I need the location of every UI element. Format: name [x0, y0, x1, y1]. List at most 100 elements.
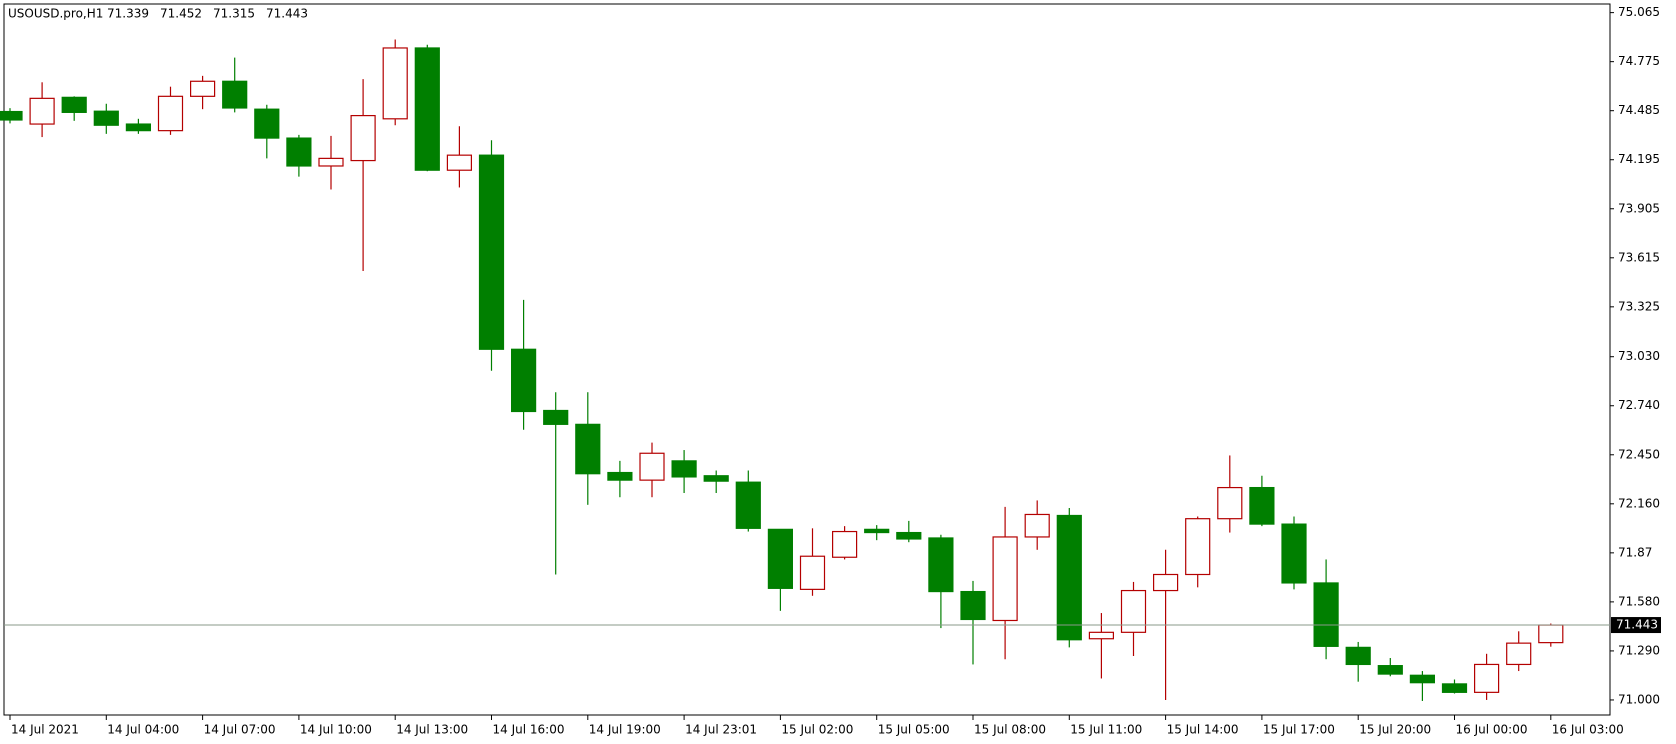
candle — [190, 75, 216, 110]
x-tick-label: 16 Jul 00:00 — [1456, 723, 1528, 737]
candle — [1345, 641, 1371, 682]
x-tick-label: 15 Jul 05:00 — [878, 723, 950, 737]
candle-body — [1024, 513, 1050, 538]
y-tick-label: 74.195 — [1618, 152, 1660, 166]
candle-body — [350, 114, 376, 162]
candle-body — [1120, 589, 1147, 633]
candle — [735, 470, 761, 532]
candle-body — [1185, 518, 1211, 576]
candle-body — [125, 123, 152, 132]
y-tick-label: 73.615 — [1618, 250, 1660, 264]
candle-body — [992, 536, 1018, 622]
candle-body — [639, 452, 665, 481]
candle-body — [157, 95, 184, 132]
candle — [864, 525, 890, 541]
candle-body — [478, 154, 505, 350]
candle-body — [446, 154, 472, 171]
candle — [992, 506, 1018, 660]
candle — [703, 470, 729, 493]
candle — [1024, 500, 1050, 550]
x-tick-label: 14 Jul 2021 — [11, 723, 79, 737]
x-tick-label: 14 Jul 23:01 — [685, 723, 757, 737]
candle — [1217, 455, 1243, 533]
candle — [382, 39, 408, 126]
candle — [29, 82, 55, 138]
y-tick-label: 75.065 — [1618, 5, 1660, 19]
candle — [928, 534, 954, 629]
candle — [478, 140, 505, 371]
candle-body — [0, 110, 23, 121]
candle — [1281, 516, 1307, 590]
candle-body — [1088, 631, 1115, 640]
candle — [1538, 623, 1564, 647]
header-high: 71.452 — [160, 7, 202, 21]
candle-body — [864, 528, 890, 534]
candle-body — [254, 108, 280, 139]
candle-body — [1377, 665, 1403, 675]
candle-body — [1473, 663, 1500, 693]
candle-body — [61, 96, 87, 113]
candle — [1120, 581, 1147, 656]
candle-body — [1281, 523, 1307, 584]
x-tick-label: 15 Jul 02:00 — [781, 723, 853, 737]
candle — [125, 118, 152, 134]
candle — [960, 580, 986, 665]
candle-body — [928, 537, 954, 593]
y-tick-label: 72.160 — [1618, 496, 1660, 510]
price-label-box — [1611, 617, 1661, 634]
candle-body — [735, 481, 761, 529]
x-tick-label: 14 Jul 16:00 — [493, 723, 565, 737]
y-tick-label: 73.905 — [1618, 201, 1660, 215]
candle-body — [1506, 642, 1532, 666]
candle — [1377, 658, 1403, 677]
candle-body — [671, 460, 697, 478]
y-tick-label: 74.775 — [1618, 54, 1660, 68]
candle-body — [1441, 683, 1468, 693]
candle-body — [960, 590, 986, 621]
candle — [575, 392, 601, 505]
candle-body — [1249, 486, 1275, 525]
header-close: 71.443 — [266, 7, 308, 21]
x-tick-label: 16 Jul 03:00 — [1552, 723, 1624, 737]
y-tick-label: 72.450 — [1618, 447, 1660, 461]
y-tick-label: 71.580 — [1618, 594, 1660, 608]
x-tick-label: 14 Jul 10:00 — [300, 723, 372, 737]
candle-body — [190, 80, 216, 97]
candle-body — [1538, 624, 1564, 644]
plot-frame — [3, 3, 1611, 716]
x-tick-label: 14 Jul 13:00 — [396, 723, 468, 737]
candle-body — [767, 528, 794, 589]
x-tick-label: 14 Jul 07:00 — [204, 723, 276, 737]
candle — [511, 299, 537, 430]
candle — [831, 526, 858, 560]
candle — [1409, 671, 1436, 701]
x-tick-label: 15 Jul 08:00 — [974, 723, 1046, 737]
candle-body — [286, 137, 312, 167]
candle-body — [1345, 646, 1371, 666]
candle-body — [575, 423, 601, 475]
candle — [222, 57, 248, 113]
x-tick-label: 14 Jul 19:00 — [589, 723, 661, 737]
candle-body — [414, 47, 440, 171]
candle — [1056, 508, 1082, 648]
y-tick-label: 73.325 — [1618, 299, 1660, 313]
candle — [543, 392, 569, 575]
y-tick-label: 72.740 — [1618, 398, 1660, 412]
header-open: 71.339 — [107, 7, 149, 21]
header-low: 71.315 — [213, 7, 255, 21]
candle-body — [607, 471, 633, 481]
y-tick-label: 74.485 — [1618, 103, 1660, 117]
candle-body — [799, 555, 826, 590]
candle — [318, 135, 344, 190]
candle — [61, 96, 87, 121]
candle — [767, 528, 794, 611]
candle — [639, 442, 665, 498]
y-tick-label: 73.030 — [1618, 349, 1660, 363]
candle — [157, 86, 184, 135]
candle — [1313, 559, 1339, 660]
candle — [0, 108, 23, 124]
candle — [1249, 475, 1275, 527]
candle — [350, 79, 376, 271]
candle — [799, 528, 826, 596]
candle-body — [1409, 674, 1436, 684]
